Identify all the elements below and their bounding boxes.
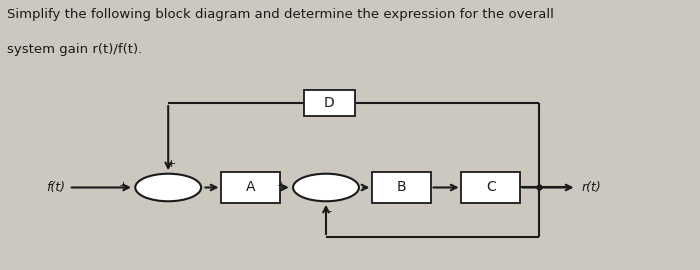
Bar bbox=[461, 172, 520, 203]
Text: -: - bbox=[328, 206, 331, 216]
Text: A: A bbox=[246, 180, 256, 194]
Ellipse shape bbox=[293, 174, 359, 201]
Text: B: B bbox=[397, 180, 406, 194]
Text: D: D bbox=[324, 96, 335, 110]
Bar bbox=[372, 172, 430, 203]
Bar bbox=[304, 90, 355, 116]
Text: +: + bbox=[167, 159, 176, 169]
Text: f(t): f(t) bbox=[46, 181, 65, 194]
Text: +: + bbox=[119, 181, 128, 191]
Bar bbox=[221, 172, 280, 203]
Text: r(t): r(t) bbox=[582, 181, 601, 194]
Text: Simplify the following block diagram and determine the expression for the overal: Simplify the following block diagram and… bbox=[7, 8, 554, 21]
Text: C: C bbox=[486, 180, 496, 194]
Text: system gain r(t)/f(t).: system gain r(t)/f(t). bbox=[7, 43, 142, 56]
Text: +: + bbox=[276, 181, 286, 191]
Ellipse shape bbox=[135, 174, 201, 201]
